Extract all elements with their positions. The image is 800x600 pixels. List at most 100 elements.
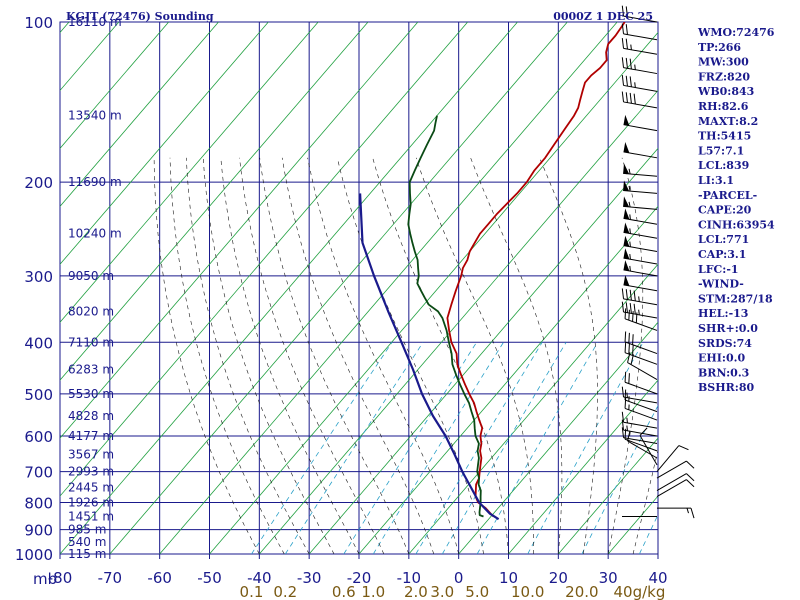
index-item-24: BSHR:80 — [698, 381, 754, 394]
index-item-2: MW:300 — [698, 56, 749, 69]
wind-barb-half-feather — [638, 309, 640, 315]
moist-adiabat--40 — [153, 157, 260, 554]
wind-barb-staff — [623, 298, 658, 306]
wind-barb-staff — [624, 341, 658, 355]
isotherm--120 — [60, 22, 319, 323]
mixing-ratio-line-7 — [527, 342, 644, 554]
wind-barb-flag — [623, 163, 630, 174]
height-label-9: 4828 m — [68, 409, 114, 423]
wind-barb-6 — [639, 427, 658, 466]
wind-barb-38 — [621, 5, 658, 23]
wind-barb-14 — [621, 386, 658, 404]
isotherm--20 — [358, 205, 658, 554]
wind-barb-feather — [628, 309, 630, 321]
wind-barb-feather — [632, 334, 634, 345]
mixing-ratio-label-6: 5.0 — [465, 583, 489, 600]
wind-barb-feather — [686, 473, 695, 482]
moist-adiabat-10 — [372, 157, 509, 554]
height-label-15: 1451 m — [68, 509, 114, 523]
index-item-10: LI:3.1 — [698, 174, 734, 187]
moist-adiabat--20 — [220, 157, 360, 554]
pressure-unit-label: mb — [33, 570, 57, 588]
wind-barb-staff — [623, 33, 658, 41]
wind-barb-feather — [621, 427, 625, 438]
wind-barb-feather — [621, 411, 625, 423]
wind-barb-staff — [627, 440, 658, 459]
wind-barb-feather — [621, 75, 625, 86]
wind-barb-9 — [621, 427, 658, 445]
mixing-ratio-label-7: 10.0 — [511, 583, 544, 600]
wind-barb-staff — [627, 362, 658, 380]
wind-barb-feather — [629, 289, 632, 301]
pressure-tick-300: 300 — [24, 268, 53, 286]
mixing-ratio-line-6 — [476, 342, 599, 554]
temp-tick-label--70: -70 — [98, 569, 123, 587]
height-label-17: 540 m — [68, 535, 106, 549]
wind-barb-staff — [623, 217, 658, 225]
mixing-ratio-line-8 — [581, 404, 658, 554]
wind-barb-half-feather — [629, 214, 631, 220]
index-item-18: STM:287/18 — [698, 292, 773, 305]
parcel-line — [359, 193, 500, 521]
moist-adiabat--10 — [259, 157, 410, 554]
isotherm--60 — [159, 22, 618, 554]
adiabat-lines — [60, 22, 658, 554]
isotherm--100 — [60, 22, 419, 439]
wind-barb-half-feather — [629, 265, 631, 272]
moist-adiabat--15 — [239, 157, 385, 554]
isotherm-20 — [558, 437, 658, 554]
temp-tick-label--30: -30 — [297, 569, 322, 587]
pressure-tick-600: 600 — [24, 428, 53, 446]
wind-barb-23 — [623, 260, 658, 277]
wind-barb-feather — [625, 92, 628, 103]
wind-barb-half-feather — [629, 254, 631, 260]
isotherm--150 — [60, 22, 169, 149]
wind-barb-half-feather — [626, 417, 628, 423]
wind-barb-staff — [623, 67, 658, 75]
temp-tick-label--10: -10 — [397, 569, 422, 587]
wind-barb-feather — [625, 24, 628, 35]
wind-barb-feather — [632, 311, 634, 322]
wind-barb-feather — [625, 289, 628, 300]
wind-barb-27 — [623, 208, 658, 225]
wind-barb-feather — [625, 302, 628, 313]
wind-barb-feather — [633, 303, 636, 315]
isotherm-0 — [458, 321, 658, 554]
wind-barb-staff — [623, 421, 658, 429]
wind-barb-flag — [623, 235, 630, 247]
index-item-14: LCL:771 — [698, 233, 749, 246]
wind-barb-staff — [639, 435, 658, 466]
wind-barb-feather — [621, 37, 625, 49]
wind-barb-half-feather — [634, 64, 636, 70]
wind-barb-33 — [621, 91, 658, 109]
wind-barb-staff — [656, 479, 687, 498]
wind-barb-feather — [621, 91, 625, 103]
wind-barb-staff — [623, 205, 658, 210]
wind-barb-staff — [656, 473, 687, 492]
wind-barb-half-feather — [628, 185, 631, 192]
wind-barb-11 — [621, 411, 658, 429]
index-item-8: L57:7.1 — [698, 144, 744, 157]
wind-barb-feather — [628, 332, 630, 344]
wind-barb-staff — [623, 101, 658, 109]
isotherm--140 — [60, 22, 219, 207]
wind-barb-feather — [621, 419, 625, 431]
temp-tick-label-40: 40 — [648, 569, 667, 587]
mixing-ratio-line-1 — [284, 342, 424, 554]
profile-lines — [359, 22, 626, 521]
wind-barb-feather — [625, 38, 628, 50]
index-item-0: WMO:72476 — [697, 26, 775, 39]
wind-barb-feather — [624, 331, 627, 342]
wind-barb-half-feather — [628, 168, 631, 175]
index-item-5: RH:82.6 — [698, 100, 749, 113]
wind-barb-staff — [623, 311, 658, 319]
height-label-10: 4177 m — [68, 429, 114, 443]
wind-barb-staff — [623, 15, 658, 23]
wind-barb-25 — [623, 235, 658, 252]
wind-barb-feather — [690, 508, 695, 519]
wind-barb-staff — [623, 429, 658, 437]
wind-barb-4 — [656, 460, 695, 479]
wind-barb-half-feather — [686, 508, 689, 514]
